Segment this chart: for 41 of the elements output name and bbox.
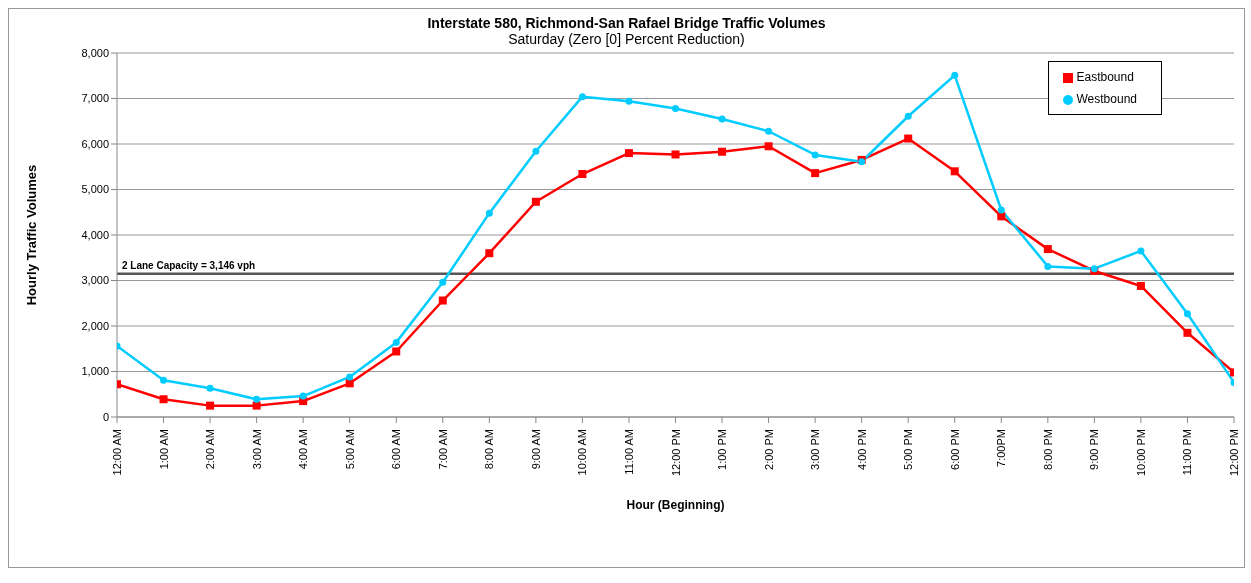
x-tick-label: 12:00 PM <box>669 429 682 477</box>
x-tick-label: 5:00 AM <box>343 429 356 470</box>
y-tick-label: 1,000 <box>81 365 109 378</box>
x-tick-label: 1:00 AM <box>157 429 170 470</box>
x-tick-label: 3:00 AM <box>250 429 263 470</box>
y-tick-label: 2,000 <box>81 319 109 332</box>
y-tick-label: 3,000 <box>81 274 109 287</box>
legend-label: Eastbound <box>1076 70 1134 84</box>
x-tick-label: 8:00 AM <box>483 429 496 470</box>
x-tick-label: 5:00 PM <box>902 429 915 470</box>
x-tick-label: 7:00 AM <box>436 429 449 470</box>
x-tick-label: 8:00 PM <box>1041 429 1054 470</box>
y-tick-label: 8,000 <box>81 46 109 59</box>
x-tick-label: 2:00 PM <box>762 429 775 470</box>
x-tick-label: 10:00 PM <box>1134 429 1147 477</box>
y-tick-label: 4,000 <box>81 228 109 241</box>
x-tick-label: 11:00 AM <box>622 429 635 475</box>
x-tick-label: 7:00PM <box>995 429 1008 467</box>
ref-line-label: 2 Lane Capacity = 3,146 vph <box>122 259 256 271</box>
legend-label: Westbound <box>1076 92 1137 106</box>
y-tick-label: 6,000 <box>81 137 109 150</box>
x-tick-label: 2:00 AM <box>204 429 217 470</box>
x-tick-label: 6:00 AM <box>390 429 403 470</box>
x-tick-label: 12:00 PM <box>1228 429 1240 477</box>
y-tick-label: 0 <box>102 410 109 423</box>
chart-title: Interstate 580, Richmond-San Rafael Bridge Traffic Volumes <box>426 15 827 31</box>
x-tick-label: 1:00 PM <box>716 429 729 470</box>
x-tick-label: 4:00 PM <box>855 429 868 470</box>
x-tick-label: 6:00 PM <box>948 429 961 470</box>
y-tick-label: 7,000 <box>81 92 109 105</box>
x-tick-label: 10:00 AM <box>576 429 589 476</box>
chart-subtitle: Saturday (Zero [0] Percent Reduction) <box>507 31 746 47</box>
y-tick-label: 5,000 <box>81 183 109 196</box>
x-tick-label: 3:00 PM <box>809 429 822 470</box>
y-axis-title: Hourly Traffic Volumes <box>23 164 39 306</box>
x-axis-title: Hour (Beginning) <box>626 498 725 512</box>
x-tick-label: 4:00 AM <box>297 429 310 470</box>
x-tick-label: 12:00 AM <box>111 429 123 476</box>
x-tick-label: 9:00 AM <box>529 429 542 470</box>
x-tick-label: 9:00 PM <box>1088 429 1101 470</box>
x-tick-label: 11:00 PM <box>1181 429 1194 476</box>
